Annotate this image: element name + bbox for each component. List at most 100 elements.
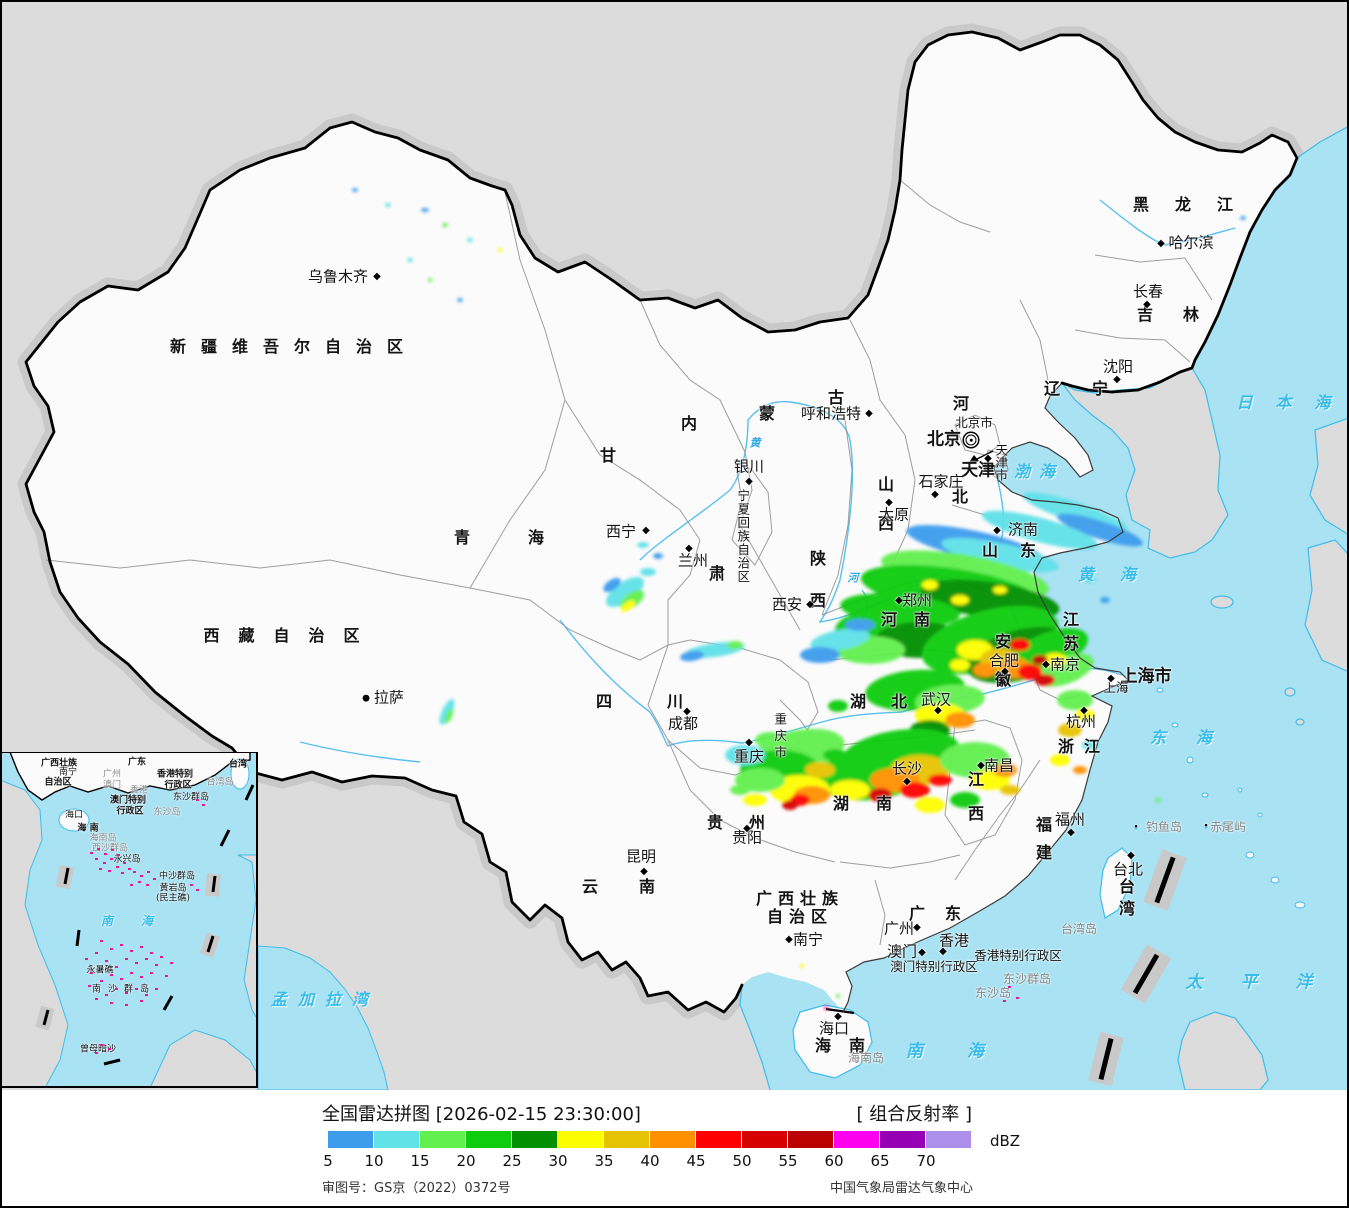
radar-cell <box>1082 740 1098 750</box>
south-china-sea-inset <box>0 752 258 1088</box>
radar-cell <box>981 510 1099 550</box>
radar-cell <box>1050 754 1070 766</box>
radar-cell <box>428 278 432 282</box>
legend-title: 全国雷达拼图 [2026-02-15 23:30:00] <box>322 1104 641 1125</box>
radar-cell <box>900 782 930 798</box>
legend-swatch <box>834 1131 879 1148</box>
legend-scale-value: 10 <box>364 1152 384 1170</box>
radar-cell <box>640 568 656 576</box>
radar-cell <box>950 659 970 671</box>
radar-cell <box>1010 639 1030 651</box>
legend-swatch <box>558 1131 603 1148</box>
radar-cell <box>439 699 455 725</box>
qiongzhou-strait-line <box>825 1007 855 1015</box>
legend-swatch <box>374 1131 419 1148</box>
radar-cell <box>950 792 980 808</box>
legend-unit: dBZ <box>990 1132 1021 1150</box>
radar-cell <box>845 619 875 631</box>
legend-scale-value: 35 <box>594 1152 614 1170</box>
radar-cell <box>868 788 892 802</box>
radar-cell <box>800 647 840 663</box>
map-license-number: 审图号：GS京（2022）0372号 <box>322 1181 511 1196</box>
legend-swatch <box>512 1131 557 1148</box>
radar-cell <box>1155 798 1161 802</box>
diaoyu-dot <box>1134 826 1138 830</box>
radar-cell <box>1075 709 1095 721</box>
radar-cell <box>1084 577 1096 583</box>
legend-swatch <box>420 1131 465 1148</box>
legend-color-bar <box>328 1131 972 1148</box>
radar-cell <box>951 595 969 605</box>
radar-cell <box>637 542 649 548</box>
radar-cell <box>805 762 835 778</box>
legend-scale-value: 5 <box>323 1152 333 1170</box>
radar-cell <box>940 742 1010 778</box>
radar-cell <box>928 774 952 786</box>
chiwei-dot <box>1204 825 1208 829</box>
issuing-organization: 中国气象局雷达气象中心 <box>829 1181 973 1196</box>
legend-scale-value: 40 <box>640 1152 660 1170</box>
radar-echoes <box>352 188 1246 1010</box>
legend-swatch <box>788 1131 833 1148</box>
korea-peninsula <box>1061 367 1229 559</box>
radar-cell <box>836 994 840 998</box>
radar-cell <box>1035 674 1055 686</box>
legend-swatch <box>328 1131 373 1148</box>
bay-of-bengal <box>257 945 389 1090</box>
radar-cell <box>457 298 463 302</box>
legend-swatch <box>880 1131 925 1148</box>
radar-cell <box>941 537 1059 573</box>
legend-scale-value: 25 <box>502 1152 522 1170</box>
radar-cell <box>735 768 785 792</box>
hainan-island <box>792 1004 873 1079</box>
radar-cell <box>1073 766 1087 774</box>
radar-cell <box>922 580 938 590</box>
china-radar-map-canvas <box>0 0 1349 1090</box>
radar-cell <box>1043 653 1067 667</box>
legend-swatch <box>604 1131 649 1148</box>
radar-cell <box>830 780 870 800</box>
radar-cell <box>444 708 454 724</box>
nine-dash-line <box>1088 849 1187 1087</box>
radar-cell <box>385 203 391 207</box>
legend-swatch <box>926 1131 971 1148</box>
legend-scale-value: 15 <box>410 1152 430 1170</box>
luzon-island <box>1177 1011 1269 1090</box>
radar-cell <box>1000 785 1020 795</box>
radar-cell <box>755 732 785 748</box>
legend-swatch <box>696 1131 741 1148</box>
radar-cell <box>680 650 704 662</box>
tianjin-leader-arrow <box>968 450 994 464</box>
radar-cell <box>467 238 473 242</box>
radar-cell <box>352 188 358 192</box>
china-coastline <box>842 382 1130 1013</box>
radar-cell <box>442 223 448 227</box>
radar-cell <box>725 745 765 765</box>
radar-cell <box>407 258 413 262</box>
radar-cell <box>727 641 743 649</box>
radar-cell <box>945 712 975 728</box>
legend-swatch <box>466 1131 511 1148</box>
legend-swatch <box>742 1131 787 1148</box>
legend-scale-value: 55 <box>778 1152 798 1170</box>
legend-scale-value: 70 <box>916 1152 936 1170</box>
radar-cell <box>606 576 644 608</box>
radar-cell <box>973 663 997 677</box>
radar-cell <box>621 600 635 612</box>
radar-cell <box>1057 513 1143 547</box>
legend-scale-value: 65 <box>870 1152 890 1170</box>
legend-scale-value: 60 <box>824 1152 844 1170</box>
radar-cell <box>828 700 848 712</box>
radar-cell <box>653 553 663 559</box>
radar-cell <box>1018 664 1042 680</box>
legend-scale-value: 30 <box>548 1152 568 1170</box>
radar-cell <box>800 964 804 968</box>
legend-product-name: [ 组合反射率 ] <box>856 1104 973 1125</box>
sea <box>740 126 1349 1090</box>
radar-cell <box>782 800 798 810</box>
radar-cell <box>421 208 429 212</box>
radar-cell <box>824 1006 828 1010</box>
radar-cell <box>730 785 750 795</box>
radar-cell <box>993 586 1007 594</box>
